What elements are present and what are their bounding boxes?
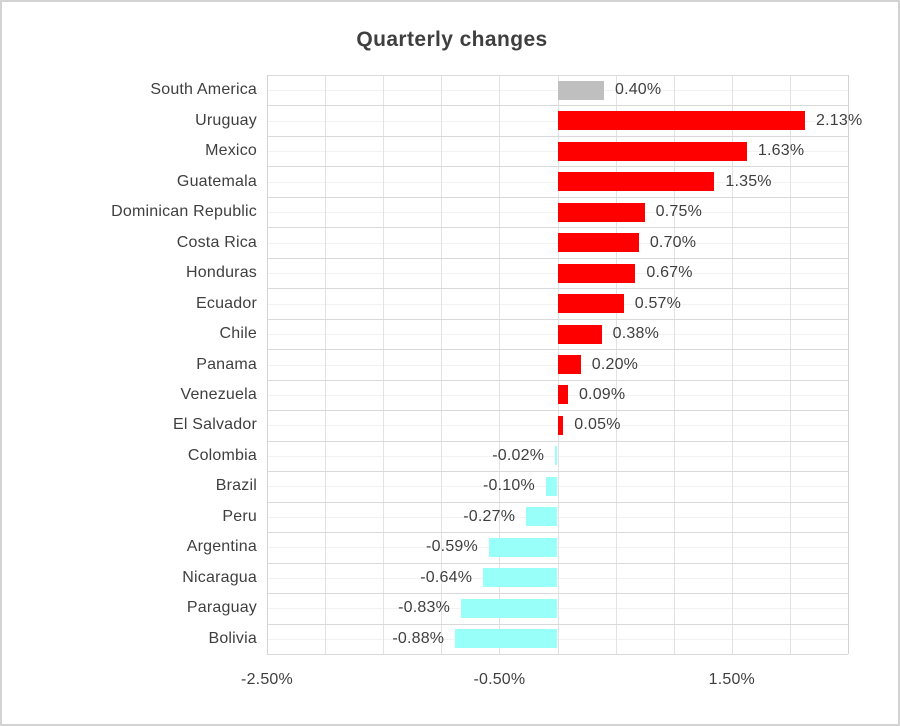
- horizontal-major-gridline: [267, 501, 848, 503]
- bar-paraguay: [461, 598, 558, 618]
- bar-value-label: 2.13%: [816, 111, 863, 129]
- category-label: Panama: [196, 355, 257, 373]
- bar-colombia: [555, 446, 558, 466]
- bar-value-label: -0.59%: [426, 538, 478, 556]
- bar-bolivia: [455, 629, 558, 649]
- category-label: Peru: [222, 507, 257, 525]
- bar-nicaragua: [483, 568, 558, 588]
- vertical-gridline: [731, 75, 733, 654]
- vertical-gridline: [499, 75, 501, 654]
- horizontal-major-gridline: [267, 593, 848, 595]
- bar-value-label: 0.75%: [655, 203, 703, 221]
- bar-peru: [526, 507, 558, 527]
- vertical-gridline: [325, 75, 327, 654]
- bar-value-label: 1.63%: [757, 142, 805, 160]
- bar-value-label: 0.70%: [649, 233, 697, 251]
- bar-chile: [557, 324, 602, 344]
- category-label: Venezuela: [180, 385, 257, 403]
- horizontal-major-gridline: [267, 318, 848, 320]
- vertical-gridline: [848, 75, 849, 654]
- bar-value-label: 0.40%: [614, 81, 662, 99]
- x-axis-tick-label: -2.50%: [241, 671, 293, 688]
- horizontal-major-gridline: [267, 349, 848, 351]
- vertical-gridline: [441, 75, 443, 654]
- category-label: Ecuador: [196, 294, 257, 312]
- bar-argentina: [488, 537, 558, 557]
- x-axis-tick-label: 1.50%: [708, 671, 755, 688]
- bar-value-label: -0.10%: [482, 477, 535, 495]
- chart-title: Quarterly changes: [356, 28, 548, 51]
- bar-costa-rica: [557, 233, 639, 253]
- category-label: Uruguay: [195, 111, 257, 129]
- vertical-gridline: [615, 75, 617, 654]
- category-label: Bolivia: [208, 629, 257, 647]
- horizontal-major-gridline: [267, 379, 848, 381]
- bar-value-label: -0.83%: [398, 599, 451, 617]
- category-label: Colombia: [187, 446, 257, 464]
- bar-el-salvador: [557, 415, 564, 435]
- bar-value-label: 0.57%: [634, 294, 682, 312]
- category-label: Chile: [219, 325, 257, 343]
- horizontal-major-gridline: [267, 562, 848, 564]
- horizontal-major-gridline: [267, 227, 848, 229]
- vertical-gridline: [673, 75, 675, 654]
- bar-value-label: 0.38%: [612, 325, 660, 343]
- category-label: Paraguay: [186, 599, 257, 617]
- horizontal-major-gridline: [267, 471, 848, 473]
- bar-value-label: -0.88%: [392, 629, 445, 647]
- category-label: Mexico: [205, 142, 257, 160]
- horizontal-major-gridline: [267, 135, 848, 137]
- bar-mexico: [557, 141, 747, 161]
- category-label: South America: [150, 81, 257, 99]
- category-label: El Salvador: [172, 416, 257, 434]
- category-label: Honduras: [186, 264, 257, 282]
- horizontal-major-gridline: [267, 288, 848, 290]
- bar-value-label: 1.35%: [725, 172, 772, 190]
- x-axis-tick-label: -0.50%: [473, 671, 526, 688]
- bar-honduras: [557, 263, 636, 283]
- bar-brazil: [545, 476, 558, 496]
- horizontal-major-gridline: [267, 623, 848, 625]
- vertical-gridline: [267, 75, 268, 654]
- category-label: Nicaragua: [182, 568, 257, 586]
- bar-value-label: 0.67%: [646, 264, 693, 282]
- horizontal-major-gridline: [267, 257, 848, 259]
- category-label: Dominican Republic: [111, 203, 257, 221]
- bar-value-label: -0.27%: [463, 507, 516, 525]
- category-label: Guatemala: [176, 172, 257, 190]
- bar-panama: [557, 355, 581, 374]
- horizontal-major-gridline: [267, 196, 848, 198]
- horizontal-major-gridline: [267, 654, 848, 655]
- bar-value-label: -0.02%: [492, 446, 545, 464]
- bar-dominican-republic: [557, 202, 645, 222]
- category-label: Costa Rica: [176, 233, 257, 251]
- horizontal-major-gridline: [267, 532, 848, 534]
- bar-south-america: [557, 80, 604, 100]
- category-label: Argentina: [186, 538, 257, 556]
- bar-ecuador: [557, 294, 624, 314]
- vertical-gridline: [383, 75, 385, 654]
- bar-guatemala: [557, 172, 715, 192]
- horizontal-major-gridline: [267, 75, 848, 76]
- horizontal-major-gridline: [267, 410, 848, 412]
- horizontal-major-gridline: [267, 105, 848, 107]
- bar-value-label: -0.64%: [420, 568, 473, 586]
- bar-venezuela: [557, 385, 568, 405]
- vertical-gridline: [789, 75, 791, 654]
- bar-value-label: 0.09%: [578, 385, 626, 403]
- bar-uruguay: [557, 111, 805, 131]
- bar-value-label: 0.05%: [574, 416, 621, 434]
- category-label: Brazil: [215, 477, 257, 495]
- horizontal-major-gridline: [267, 166, 848, 168]
- horizontal-major-gridline: [267, 440, 848, 442]
- bar-value-label: 0.20%: [591, 355, 639, 373]
